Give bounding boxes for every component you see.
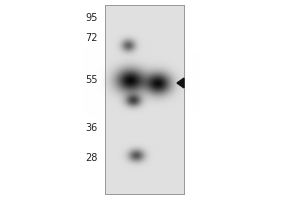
Text: 28: 28 <box>85 153 98 163</box>
Text: 95: 95 <box>85 13 98 23</box>
Text: 55: 55 <box>85 75 98 85</box>
Text: 72: 72 <box>85 33 98 43</box>
Text: 36: 36 <box>86 123 98 133</box>
Polygon shape <box>177 78 184 88</box>
